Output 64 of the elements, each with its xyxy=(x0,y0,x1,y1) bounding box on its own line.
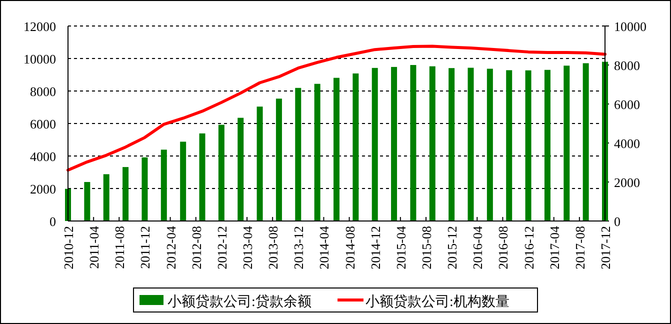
bar xyxy=(391,66,398,221)
bar xyxy=(142,157,148,221)
y-tick-label: 2000 xyxy=(30,182,56,196)
y2-tick-label: 0 xyxy=(614,214,620,229)
bar xyxy=(122,167,129,221)
x-tick-label: 2011-08 xyxy=(112,226,128,269)
x-tick-label: 2011-12 xyxy=(138,226,153,269)
bar xyxy=(84,182,90,221)
bar xyxy=(276,98,282,221)
bar xyxy=(352,73,359,221)
bar xyxy=(160,150,167,221)
y-tick-label: 10000 xyxy=(24,52,56,66)
x-tick-label: 2013-08 xyxy=(266,226,281,270)
x-tick-label: 2016-04 xyxy=(470,226,486,270)
x-tick-label: 2017-04 xyxy=(546,226,562,270)
y-tick-label: 8000 xyxy=(30,84,56,99)
bar xyxy=(486,68,493,221)
x-tick-label: 2015-12 xyxy=(444,226,460,270)
bar xyxy=(506,70,512,221)
y2-tick-label: 10000 xyxy=(614,19,646,34)
x-tick-label: 2012-12 xyxy=(214,226,230,270)
bar xyxy=(180,142,186,221)
x-tick-label: 2015-04 xyxy=(393,226,408,270)
legend-label: 小额贷款公司:贷款余额 xyxy=(168,294,312,310)
x-tick-label: 2011-04 xyxy=(86,226,102,269)
bar xyxy=(410,65,416,221)
bar xyxy=(525,70,532,221)
bar xyxy=(103,174,110,221)
x-tick-label: 2014-08 xyxy=(342,226,358,270)
x-tick-label: 2016-12 xyxy=(521,226,536,270)
x-tick-label: 2013-04 xyxy=(240,226,255,270)
x-tick-label: 2014-12 xyxy=(368,226,383,270)
bar xyxy=(468,68,474,221)
y-tick-label: 0 xyxy=(50,214,56,229)
x-tick-label: 2014-04 xyxy=(316,226,332,270)
x-tick-label: 2017-08 xyxy=(572,226,588,270)
x-tick-label: 2012-04 xyxy=(163,226,178,270)
bar xyxy=(334,78,340,221)
y-tick-label: 6000 xyxy=(30,116,56,132)
bar xyxy=(218,124,224,221)
bar xyxy=(564,66,570,221)
y2-tick-label: 6000 xyxy=(614,97,640,112)
y2-tick-label: 4000 xyxy=(614,136,640,151)
x-tick-label: 2012-08 xyxy=(188,226,204,270)
x-tick-label: 2015-08 xyxy=(419,226,434,270)
bar xyxy=(295,88,302,221)
x-tick-label: 2017-12 xyxy=(598,226,613,270)
x-tick-label: 2016-08 xyxy=(496,226,511,270)
x-tick-label: 2013-12 xyxy=(291,226,306,270)
bar xyxy=(372,68,378,221)
y-tick-label: 4000 xyxy=(30,149,56,164)
bar xyxy=(582,63,589,221)
bar xyxy=(448,68,455,221)
y2-tick-label: 2000 xyxy=(614,175,640,190)
y-tick-label: 12000 xyxy=(24,19,56,34)
legend-label: 小额贷款公司:机构数量 xyxy=(366,294,510,310)
bar xyxy=(199,133,206,221)
bar xyxy=(314,84,320,221)
bar xyxy=(238,118,244,221)
x-tick-label: 2010-12 xyxy=(61,226,76,270)
bar xyxy=(256,106,263,221)
bar xyxy=(544,70,550,221)
y2-tick-label: 8000 xyxy=(614,58,640,73)
bar xyxy=(429,66,436,221)
